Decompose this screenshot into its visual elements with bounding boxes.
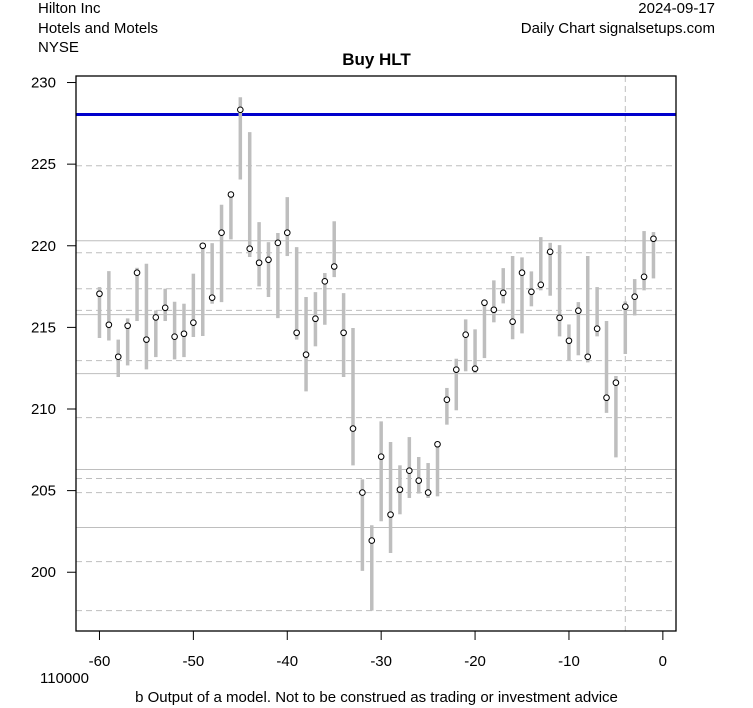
close-point [537, 281, 545, 289]
close-point [518, 269, 526, 276]
y-tick-label: 215 [31, 319, 56, 336]
y-tick-label: 200 [31, 564, 56, 581]
close-point [227, 191, 235, 198]
close-point [321, 278, 329, 285]
y-tick-label: 230 [31, 75, 56, 92]
close-point [528, 288, 535, 296]
exchange-label: NYSE [38, 39, 79, 56]
x-tick-label: -60 [89, 653, 111, 670]
close-point [340, 329, 347, 337]
close-point [359, 489, 366, 496]
close-point [603, 394, 610, 402]
chart-date: 2024-09-17 [638, 0, 715, 17]
close-point [283, 229, 291, 237]
close-point [593, 325, 601, 332]
x-tick-label: 0 [659, 653, 667, 670]
close-point [631, 293, 638, 300]
close-point [133, 269, 141, 276]
close-point [406, 467, 413, 475]
close-point [274, 239, 282, 247]
plot-border [75, 75, 677, 632]
close-point [152, 314, 160, 321]
close-point [575, 307, 582, 315]
close-point [237, 106, 244, 114]
close-point [302, 351, 310, 358]
close-point [434, 440, 441, 448]
close-point [396, 486, 404, 493]
x-tick-label: -20 [464, 653, 486, 670]
close-point [368, 537, 376, 544]
x-tick-label: -30 [370, 653, 392, 670]
close-point [218, 229, 225, 237]
chart-title: Buy HLT [342, 50, 411, 69]
close-point [349, 425, 357, 432]
close-point [171, 333, 178, 340]
close-point [114, 353, 122, 361]
close-point [452, 366, 460, 373]
close-point [471, 365, 479, 372]
close-point [424, 489, 432, 496]
close-point [255, 259, 263, 267]
y-tick-label: 220 [31, 238, 56, 255]
close-point [180, 330, 188, 338]
close-point [199, 242, 207, 250]
disclaimer: b Output of a model. Not to be construed… [135, 689, 618, 706]
close-point [246, 245, 254, 253]
close-point [208, 294, 216, 301]
close-point [462, 331, 469, 339]
y-tick-label: 210 [31, 401, 56, 418]
close-point [293, 329, 300, 337]
close-point [556, 314, 563, 322]
x-tick-label: -40 [276, 653, 298, 670]
close-point [481, 299, 488, 307]
industry-label: Hotels and Motels [38, 20, 159, 37]
x-tick-label: -50 [183, 653, 205, 670]
volume-label: 110000 [40, 670, 89, 687]
chart-source: Daily Chart signalsetups.com [520, 20, 715, 37]
close-point [443, 396, 451, 403]
close-point [377, 453, 385, 460]
close-point [640, 273, 648, 281]
close-point [490, 306, 498, 314]
close-point [499, 289, 507, 297]
y-tick-label: 205 [31, 483, 56, 500]
close-point [124, 322, 131, 330]
close-point [509, 318, 516, 325]
close-point [105, 321, 113, 329]
close-point [387, 511, 394, 518]
close-point [265, 256, 272, 264]
close-point [96, 290, 103, 298]
close-point [161, 304, 169, 312]
close-point [621, 303, 629, 310]
close-point [546, 248, 554, 256]
close-point [330, 263, 338, 270]
close-point [584, 353, 592, 361]
close-point [312, 315, 319, 323]
close-point [650, 235, 657, 243]
x-tick-label: -10 [558, 653, 580, 670]
y-tick-label: 225 [31, 156, 56, 173]
close-point [143, 336, 150, 343]
close-point [190, 319, 197, 326]
close-point [565, 337, 573, 345]
company-name: Hilton Inc [38, 0, 101, 17]
close-point [415, 477, 423, 484]
close-point [612, 379, 620, 387]
